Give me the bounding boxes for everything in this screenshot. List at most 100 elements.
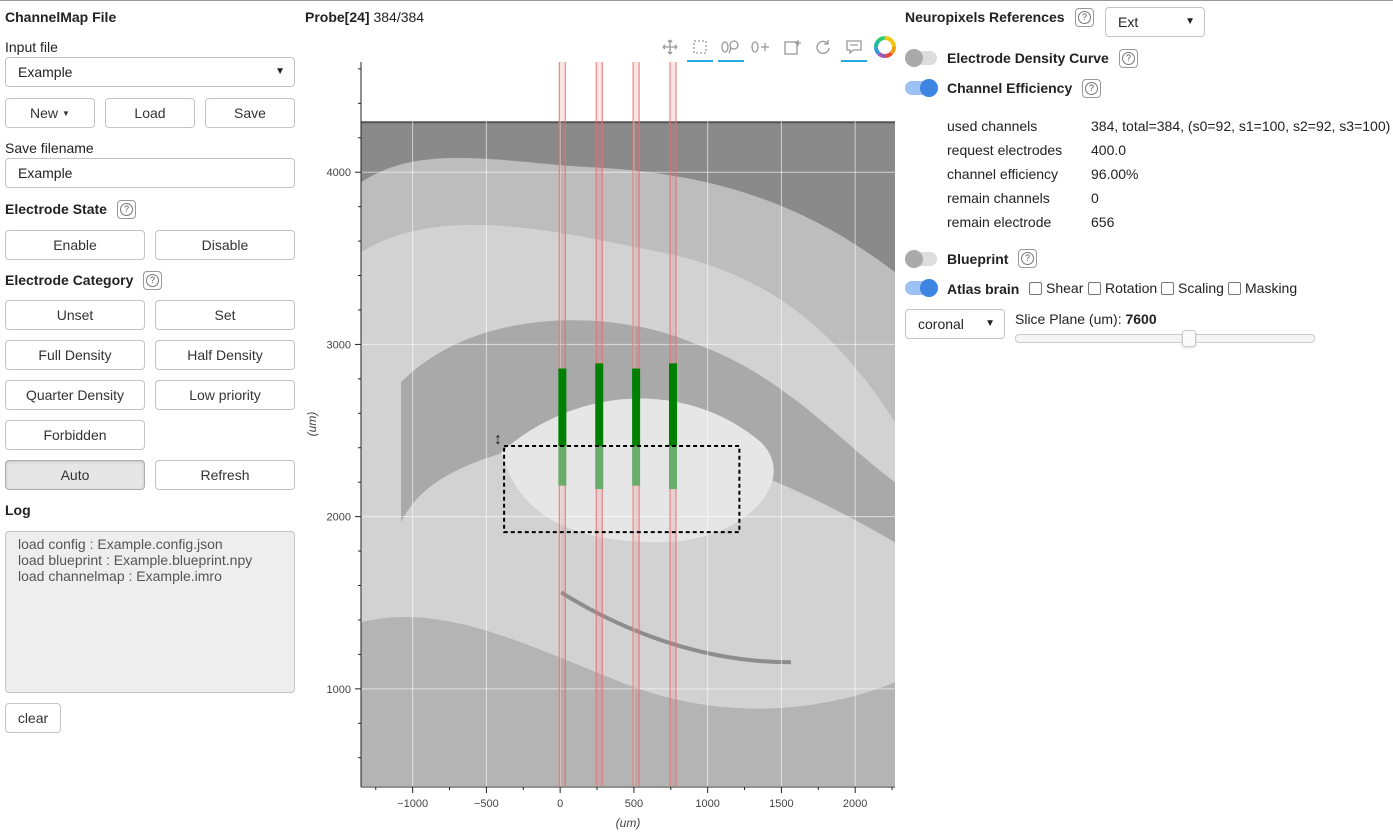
help-icon: ? — [1078, 11, 1091, 24]
electrode-state-help[interactable]: ? — [117, 200, 136, 219]
toggle-knob — [905, 49, 923, 67]
box-zoom-tool-icon[interactable] — [780, 34, 806, 60]
x-tick-label: −1000 — [397, 798, 428, 810]
slice-plane-value: 7600 — [1125, 311, 1157, 327]
efficiency-key: request electrodes — [947, 142, 1063, 158]
toggle-knob — [920, 79, 938, 97]
x-axis-label: (um) — [616, 816, 641, 830]
efficiency-value: 0 — [1091, 190, 1099, 206]
masking-checkbox[interactable]: Masking — [1228, 280, 1297, 296]
help-icon: ? — [1021, 252, 1034, 265]
help-icon: ? — [1085, 82, 1098, 95]
efficiency-value: 384, total=384, (s0=92, s1=100, s2=92, s… — [1091, 118, 1391, 134]
refresh-button[interactable]: Refresh — [155, 460, 295, 490]
quarter-density-button[interactable]: Quarter Density — [5, 380, 145, 410]
masking-label: Masking — [1245, 280, 1298, 296]
enable-button[interactable]: Enable — [5, 230, 145, 260]
pan-tool-icon[interactable] — [657, 34, 683, 60]
box-select-tool-icon[interactable] — [687, 34, 713, 62]
electrode-category-help[interactable]: ? — [143, 271, 162, 290]
shank-electrodes-dim — [558, 446, 567, 486]
wheel-zoom-tool-icon[interactable] — [718, 34, 744, 62]
x-tick-label: 500 — [625, 798, 643, 810]
scaling-checkbox[interactable]: Scaling — [1161, 280, 1224, 296]
efficiency-key: remain electrode — [947, 214, 1052, 230]
chevron-down-icon: ▼ — [275, 66, 285, 77]
chevron-down-icon: ▼ — [1185, 16, 1195, 27]
shear-checkbox[interactable]: Shear — [1029, 280, 1083, 296]
efficiency-value: 400.0 — [1091, 142, 1127, 158]
x-tick-label: 1000 — [695, 798, 719, 810]
log-textarea[interactable]: load config : Example.config.json load b… — [5, 531, 295, 693]
reset-tool-icon[interactable] — [810, 34, 836, 60]
x-tick-label: 2000 — [843, 798, 867, 810]
blueprint-toggle[interactable] — [905, 250, 937, 268]
bokeh-logo-icon[interactable] — [872, 34, 898, 60]
channel-efficiency-help[interactable]: ? — [1082, 79, 1101, 98]
load-button[interactable]: Load — [105, 98, 195, 128]
save-filename-value: Example — [18, 165, 73, 181]
y-tick-label: 2000 — [327, 512, 351, 524]
neuropixels-references-help[interactable]: ? — [1075, 8, 1094, 27]
forbidden-button[interactable]: Forbidden — [5, 420, 145, 450]
plane-select[interactable]: coronal ▼ — [905, 309, 1005, 339]
log-line: load blueprint : Example.blueprint.npy — [18, 552, 253, 568]
full-density-button[interactable]: Full Density — [5, 340, 145, 370]
atlas-fiber-tract — [559, 590, 792, 665]
channel-efficiency-toggle[interactable] — [905, 79, 938, 97]
clear-button[interactable]: clear — [5, 703, 61, 733]
half-density-button[interactable]: Half Density — [155, 340, 295, 370]
slice-plane-label: Slice Plane (um): 7600 — [1015, 311, 1157, 327]
blueprint-label: Blueprint — [947, 251, 1009, 267]
rotation-checkbox[interactable]: Rotation — [1088, 280, 1157, 296]
caret-down-icon: ▼ — [62, 108, 70, 118]
save-button[interactable]: Save — [205, 98, 295, 128]
reference-select[interactable]: Ext ▼ — [1105, 7, 1205, 37]
chevron-down-icon: ▼ — [985, 318, 995, 329]
density-curve-label: Electrode Density Curve — [947, 50, 1109, 66]
slider-handle[interactable] — [1181, 330, 1196, 347]
input-file-select[interactable]: Example ▼ — [5, 57, 295, 87]
shank-electrodes-selected — [668, 363, 677, 447]
checkbox-box — [1088, 281, 1101, 295]
x-tick-label: −500 — [474, 798, 499, 810]
checkbox-box — [1029, 281, 1042, 295]
disable-button[interactable]: Disable — [155, 230, 295, 260]
blueprint-help[interactable]: ? — [1018, 249, 1037, 268]
wheel-pan-tool-icon[interactable] — [748, 34, 774, 60]
unset-button[interactable]: Unset — [5, 300, 145, 330]
help-icon: ? — [120, 203, 133, 216]
atlas-brain-label: Atlas brain — [947, 281, 1020, 297]
density-curve-toggle[interactable] — [905, 49, 937, 67]
shank-electrodes-dim — [632, 446, 641, 486]
atlas-thalamus — [361, 616, 895, 786]
channel-efficiency-label: Channel Efficiency — [947, 80, 1073, 96]
slice-plane-slider[interactable] — [1015, 330, 1315, 347]
shank-electrodes-selected — [632, 368, 641, 447]
atlas-brain-toggle[interactable] — [905, 279, 938, 297]
save-filename-label: Save filename — [5, 140, 94, 156]
y-tick-label: 4000 — [327, 167, 351, 179]
auto-button[interactable]: Auto — [5, 460, 145, 490]
neuropixels-references-title: Neuropixels References — [905, 9, 1065, 25]
x-tick-label: 0 — [557, 798, 563, 810]
probe-plot[interactable]: −1000 −500 0 500 1000 1500 2000 4000 3000 2000 10… — [300, 56, 900, 833]
density-curve-help[interactable]: ? — [1119, 49, 1138, 68]
help-icon: ? — [1122, 52, 1135, 65]
new-button-label: New — [30, 105, 59, 121]
shank-electrodes-selected — [558, 368, 567, 447]
log-line: load channelmap : Example.imro — [18, 568, 222, 584]
save-filename-input[interactable]: Example — [5, 158, 295, 188]
low-priority-button[interactable]: Low priority — [155, 380, 295, 410]
input-file-value: Example — [18, 64, 73, 80]
channelmap-file-title: ChannelMap File — [5, 9, 117, 25]
set-button[interactable]: Set — [155, 300, 295, 330]
new-button[interactable]: New ▼ — [5, 98, 95, 128]
y-axis: 4000 3000 2000 1000 — [327, 68, 361, 759]
toggle-knob — [920, 279, 938, 297]
scaling-label: Scaling — [1178, 280, 1224, 296]
input-file-label: Input file — [5, 39, 58, 55]
hover-tool-icon[interactable] — [841, 34, 867, 62]
plane-value: coronal — [918, 316, 964, 332]
log-title: Log — [5, 502, 31, 518]
